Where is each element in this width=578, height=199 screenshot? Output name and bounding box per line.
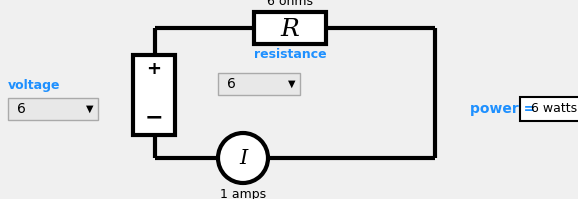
Text: R: R — [280, 18, 299, 41]
Text: I: I — [239, 149, 247, 169]
FancyBboxPatch shape — [218, 73, 300, 95]
Text: power =: power = — [470, 102, 535, 116]
Text: 6 watts: 6 watts — [531, 102, 577, 115]
Text: +: + — [146, 60, 161, 78]
Text: 6: 6 — [17, 102, 26, 116]
FancyBboxPatch shape — [8, 98, 98, 120]
Text: −: − — [144, 107, 164, 127]
Text: voltage: voltage — [8, 79, 61, 92]
Ellipse shape — [218, 133, 268, 183]
Text: ▼: ▼ — [288, 79, 296, 89]
FancyBboxPatch shape — [520, 97, 578, 121]
Text: resistance: resistance — [254, 48, 327, 61]
FancyBboxPatch shape — [133, 55, 175, 135]
Text: 1 amps: 1 amps — [220, 188, 266, 199]
FancyBboxPatch shape — [254, 12, 326, 44]
Text: 6: 6 — [227, 77, 236, 91]
Text: 6 ohms: 6 ohms — [267, 0, 313, 8]
Text: ▼: ▼ — [86, 104, 94, 114]
